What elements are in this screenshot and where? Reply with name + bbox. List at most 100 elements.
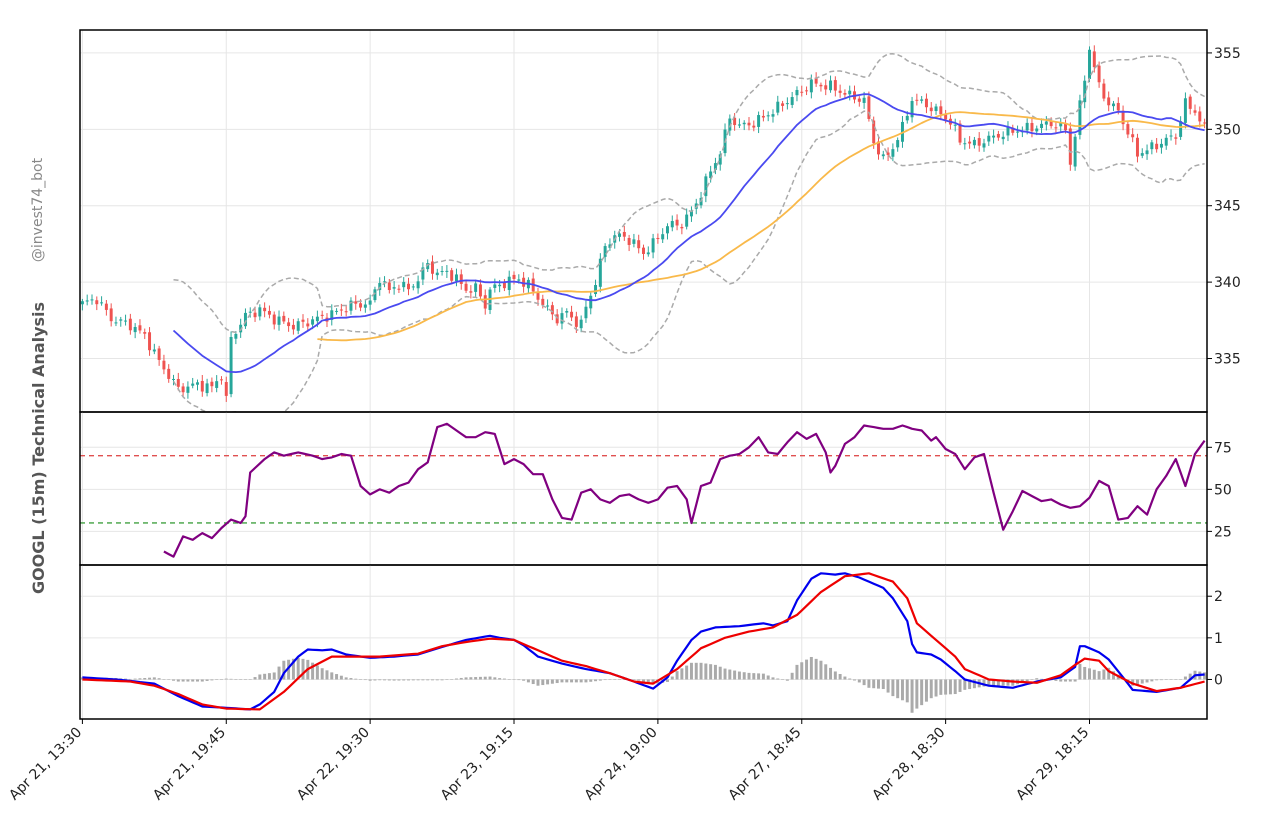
macd-histogram-bar — [1164, 679, 1168, 680]
candle-body — [757, 115, 761, 127]
candle-body — [1116, 102, 1120, 111]
candle-body — [891, 149, 895, 157]
candle-body — [608, 244, 612, 248]
macd-histogram-bar — [243, 679, 247, 680]
candle-body — [665, 226, 669, 234]
rsi-panel: 25 50 75 — [79, 411, 1232, 566]
price-plot-area — [80, 45, 1207, 412]
macd-histogram-bar — [637, 679, 641, 681]
candle-body — [896, 140, 900, 148]
candle-body — [1054, 127, 1058, 129]
candle-body — [176, 379, 180, 387]
candle-body — [761, 115, 765, 118]
candle-body — [157, 348, 161, 360]
candle-body — [109, 308, 113, 322]
macd-histogram-bar — [143, 678, 147, 680]
macd-histogram-bar — [124, 678, 128, 680]
macd-histogram-bar — [1059, 679, 1063, 682]
candle-body — [191, 383, 195, 386]
macd-histogram-bar — [478, 676, 482, 680]
candle-body — [493, 284, 497, 288]
candle-body — [464, 283, 468, 291]
macd-histogram-bar — [953, 679, 957, 695]
macd-tick-label: 2 — [1214, 589, 1223, 605]
macd-histogram-bar — [498, 678, 502, 680]
chart-title: GOOGL (15m) Technical Analysis — [29, 302, 48, 594]
macd-histogram-bar — [632, 679, 636, 680]
macd-histogram-bar — [766, 675, 770, 680]
macd-histogram-bar — [483, 676, 487, 680]
macd-histogram-bar — [747, 672, 751, 680]
candle-body — [790, 97, 794, 105]
macd-histogram-bar — [248, 679, 252, 680]
macd-histogram-bar — [704, 663, 708, 680]
candle-body — [301, 319, 305, 322]
sma-slow-line — [317, 111, 1205, 342]
candle-body — [800, 91, 804, 93]
price-tick-label: 345 — [1214, 199, 1241, 215]
candle-body — [239, 324, 243, 333]
macd-histogram-bar — [402, 679, 406, 681]
macd-histogram-bar — [603, 679, 607, 681]
candle-body — [459, 274, 463, 284]
candle-body — [728, 118, 732, 131]
x-tick-label: Apr 21, 19:45 — [150, 725, 229, 804]
macd-histogram-bar — [205, 679, 209, 681]
macd-histogram-bar — [1030, 679, 1034, 680]
macd-histogram-bar — [210, 679, 214, 681]
candle-body — [536, 292, 540, 300]
macd-histogram-bar — [330, 672, 334, 680]
macd-histogram-bar — [867, 679, 871, 688]
candle-body — [1111, 103, 1115, 107]
macd-histogram-bar — [291, 658, 295, 680]
candle-body — [646, 252, 650, 255]
macd-histogram-bar — [344, 677, 348, 680]
rsi-plot-area — [80, 422, 1207, 558]
candle-body — [1078, 100, 1082, 135]
candle-body — [1073, 136, 1077, 167]
candle-body — [1135, 137, 1139, 157]
candle-body — [862, 97, 866, 103]
macd-histogram-bar — [790, 672, 794, 680]
candle-body — [541, 298, 545, 305]
candle-body — [814, 78, 818, 84]
candle-body — [824, 85, 828, 90]
macd-histogram-bar — [363, 679, 367, 681]
macd-tick-label: 0 — [1214, 672, 1223, 688]
macd-histogram-bar — [598, 679, 602, 681]
candle-body — [181, 386, 185, 393]
candle-body — [1150, 142, 1154, 150]
macd-histogram-bar — [541, 679, 545, 686]
candle-body — [733, 117, 737, 126]
candle-body — [944, 114, 948, 120]
macd-histogram-bar — [824, 664, 828, 680]
candle-body — [1164, 137, 1168, 146]
macd-histogram-bar — [934, 679, 938, 697]
candle-body — [248, 311, 252, 313]
macd-histogram-bar — [944, 679, 948, 695]
candle-body — [1183, 98, 1187, 123]
candle-body — [737, 124, 741, 126]
macd-histogram-bar — [1006, 679, 1010, 686]
macd-histogram-bar — [555, 679, 559, 684]
candle-body — [344, 311, 348, 313]
macd-line — [82, 572, 1205, 711]
macd-histogram-bar — [138, 678, 142, 680]
macd-histogram-bar — [176, 679, 180, 682]
macd-histogram-bar — [469, 677, 473, 680]
candle-body — [776, 101, 780, 113]
candle-body — [407, 283, 410, 290]
candle-body — [1059, 122, 1063, 127]
candle-body — [632, 239, 636, 244]
candle-body — [1131, 134, 1135, 138]
candle-body — [1035, 128, 1039, 132]
macd-histogram-bar — [373, 679, 377, 681]
candle-body — [877, 141, 880, 155]
candle-body — [1155, 143, 1159, 150]
candle-body — [809, 79, 813, 93]
rsi-tick-label: 25 — [1214, 524, 1232, 540]
candle-body — [1001, 136, 1005, 140]
macd-histogram-bar — [426, 679, 430, 681]
macd-histogram-bar — [368, 679, 372, 681]
macd-histogram-bar — [200, 679, 204, 682]
